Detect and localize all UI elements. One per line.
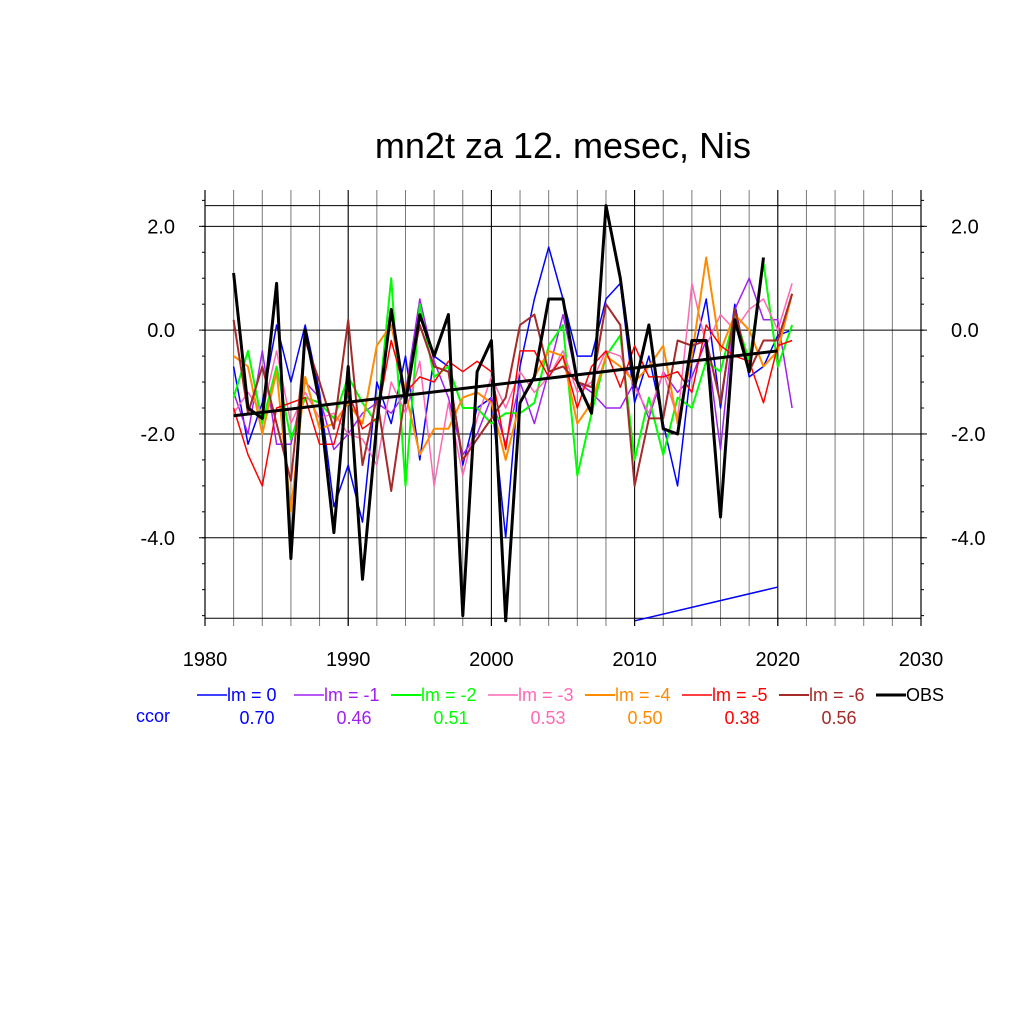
blue-segment [634, 586, 778, 622]
legend-label: OBS [906, 685, 944, 705]
trend-line [233, 349, 778, 418]
y-tick-label-right: 2.0 [951, 216, 979, 238]
series-line [232, 324, 793, 487]
y-tick-label-right: -4.0 [951, 528, 985, 550]
ccor-value: 0.70 [239, 708, 274, 728]
ccor-value: 0.50 [627, 708, 662, 728]
y-tick-label: -4.0 [141, 528, 175, 550]
y-tick-label-right: -2.0 [951, 424, 985, 446]
y-tick-label: 2.0 [147, 216, 175, 238]
legend-label: lm = 0 [227, 685, 277, 705]
ccor-value: 0.51 [433, 708, 468, 728]
legend-label: lm = -1 [324, 685, 380, 705]
y-tick-label: -2.0 [141, 424, 175, 446]
series-line [232, 261, 794, 487]
plot-area [232, 204, 794, 623]
x-tick-label: 2010 [612, 649, 657, 671]
x-tick-label: 1990 [326, 649, 371, 671]
x-tick-label: 1980 [183, 649, 228, 671]
series-line [232, 282, 793, 487]
x-tick-label: 2000 [469, 649, 514, 671]
ccor-value: 0.38 [724, 708, 759, 728]
legend-label: lm = -5 [712, 685, 768, 705]
x-tick-label: 2020 [756, 649, 801, 671]
ccor-label: ccor [136, 706, 170, 726]
axes: 2.0 2.0 0.0 0.0 -2.0 -2.0 -4.0 -4.0 1980 1990 2000… [141, 190, 985, 671]
legend-label: lm = -2 [421, 685, 477, 705]
legend: ccor lm = 0 0.70 lm = -1 0.46 lm = -2 0.51 lm … [136, 685, 944, 728]
ccor-value: 0.53 [530, 708, 565, 728]
legend-label: lm = -3 [518, 685, 574, 705]
series-line [232, 204, 765, 623]
series-line [232, 246, 793, 539]
grid [205, 190, 921, 626]
legend-label: lm = -4 [615, 685, 671, 705]
x-tick-label: 2030 [899, 649, 944, 671]
series-line [233, 256, 794, 513]
ccor-value: 0.46 [336, 708, 371, 728]
y-tick-label: 0.0 [147, 320, 175, 342]
chart-title: mn2t za 12. mesec, Nis [375, 125, 751, 166]
ccor-value: 0.56 [821, 708, 856, 728]
legend-label: lm = -6 [809, 685, 865, 705]
y-tick-label-right: 0.0 [951, 320, 979, 342]
